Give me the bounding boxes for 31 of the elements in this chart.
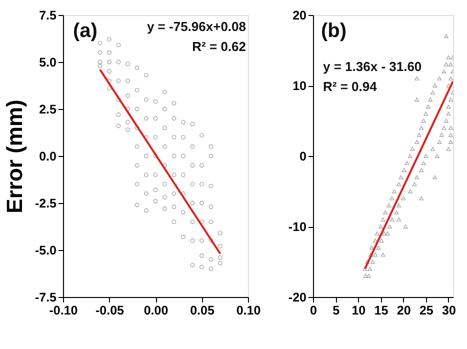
y-tick-label: -5.0	[34, 244, 57, 258]
annotation: (a)	[73, 20, 98, 42]
y-tick-label: 0.0	[39, 150, 57, 164]
x-tick-label: 30	[442, 304, 456, 318]
y-tick-label: 20	[292, 8, 307, 22]
x-tick-label: 0.00	[144, 304, 168, 318]
x-tick-label: -0.05	[96, 304, 124, 318]
y-tick-label: 5.0	[39, 56, 57, 70]
y-tick-label: -7.5	[34, 290, 57, 304]
x-tick-label: 5	[332, 304, 340, 318]
annotation: R² = 0.62	[192, 39, 246, 54]
y-tick-label: 7.5	[39, 8, 57, 22]
y-tick-label: 10	[292, 79, 307, 93]
y-axis-title: Error (mm)	[2, 100, 27, 214]
annotation: y = -75.96x+0.08	[146, 19, 246, 34]
annotation: y = 1.36x - 31.60	[323, 59, 422, 74]
y-tick-label: 0	[300, 150, 307, 164]
y-tick-label: -10	[288, 220, 307, 234]
x-tick-label: 0.05	[190, 304, 214, 318]
x-tick-label: 25	[419, 304, 434, 318]
annotation: R² = 0.94	[323, 79, 378, 94]
y-tick-label: -20	[288, 290, 307, 304]
x-tick-label: 10	[352, 304, 366, 318]
x-tick-label: 15	[374, 304, 388, 318]
x-tick-label: -0.10	[49, 304, 78, 318]
annotation: (b)	[321, 20, 347, 42]
y-tick-label: 2.5	[39, 102, 57, 116]
y-tick-label: -2.5	[34, 196, 57, 210]
x-tick-label: 0	[310, 304, 318, 318]
x-tick-label: 20	[396, 304, 411, 318]
x-tick-label: 0.10	[236, 304, 261, 318]
